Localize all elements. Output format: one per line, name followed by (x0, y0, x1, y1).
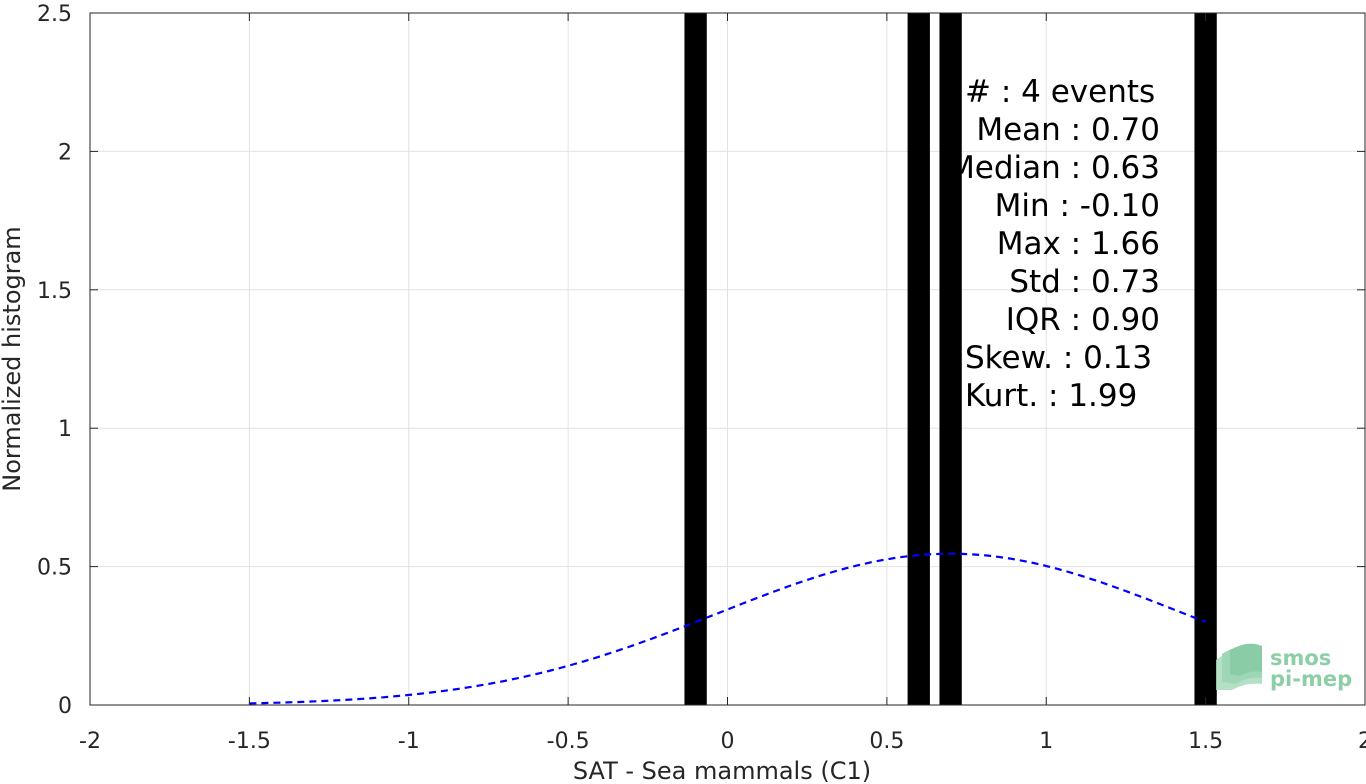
stat-line: Median : 0.63 (948, 150, 1160, 186)
y-tick-label: 2 (58, 140, 72, 165)
y-tick-label: 1 (58, 417, 72, 442)
y-tick-label: 2.5 (37, 2, 72, 27)
x-tick-label: 1.5 (1188, 729, 1223, 754)
histogram-bar (907, 13, 930, 705)
histogram-bar (684, 13, 707, 705)
logo-line1: smos (1270, 646, 1331, 670)
logo-waves-icon (1216, 643, 1262, 690)
x-tick-label: -1.5 (228, 729, 271, 754)
histogram-bars (684, 13, 1217, 705)
stat-line: Kurt. : 1.99 (965, 378, 1137, 414)
stat-line: Mean : 0.70 (976, 112, 1160, 148)
x-tick-label: -1 (398, 729, 420, 754)
y-tick-labels: 0 0.5 1 1.5 2 2.5 (37, 2, 72, 719)
smos-pi-mep-logo: smos pi-mep (1216, 643, 1352, 691)
y-tick-label: 0.5 (37, 556, 72, 581)
x-tick-label: 2 (1358, 729, 1366, 754)
y-tick-label: 0 (58, 694, 72, 719)
x-tick-label: 1 (1039, 729, 1053, 754)
histogram-bar (939, 13, 962, 705)
x-tick-label: -0.5 (547, 729, 590, 754)
stat-line: Skew. : 0.13 (965, 340, 1152, 376)
y-axis-label: Normalized histogram (0, 226, 26, 491)
logo-line2: pi-mep (1270, 667, 1352, 691)
stat-line: Min : -0.10 (995, 188, 1160, 224)
stat-line: Max : 1.66 (997, 226, 1160, 262)
histogram-bar (1194, 13, 1217, 705)
axis-ticks (89, 12, 1366, 706)
x-tick-label: 0.5 (869, 729, 904, 754)
stat-line: IQR : 0.90 (1006, 302, 1160, 338)
x-axis-label: SAT - Sea mammals (C1) (573, 757, 871, 784)
x-tick-label: 0 (721, 729, 735, 754)
stat-line: Std : 0.73 (1009, 264, 1160, 300)
x-tick-label: -2 (79, 729, 101, 754)
normal-fit-curve (249, 552, 1207, 705)
stat-line: # : 4 events (965, 74, 1155, 110)
x-tick-labels: -2 -1.5 -1 -0.5 0 0.5 1 1.5 2 (79, 729, 1366, 754)
y-tick-label: 1.5 (37, 279, 72, 304)
